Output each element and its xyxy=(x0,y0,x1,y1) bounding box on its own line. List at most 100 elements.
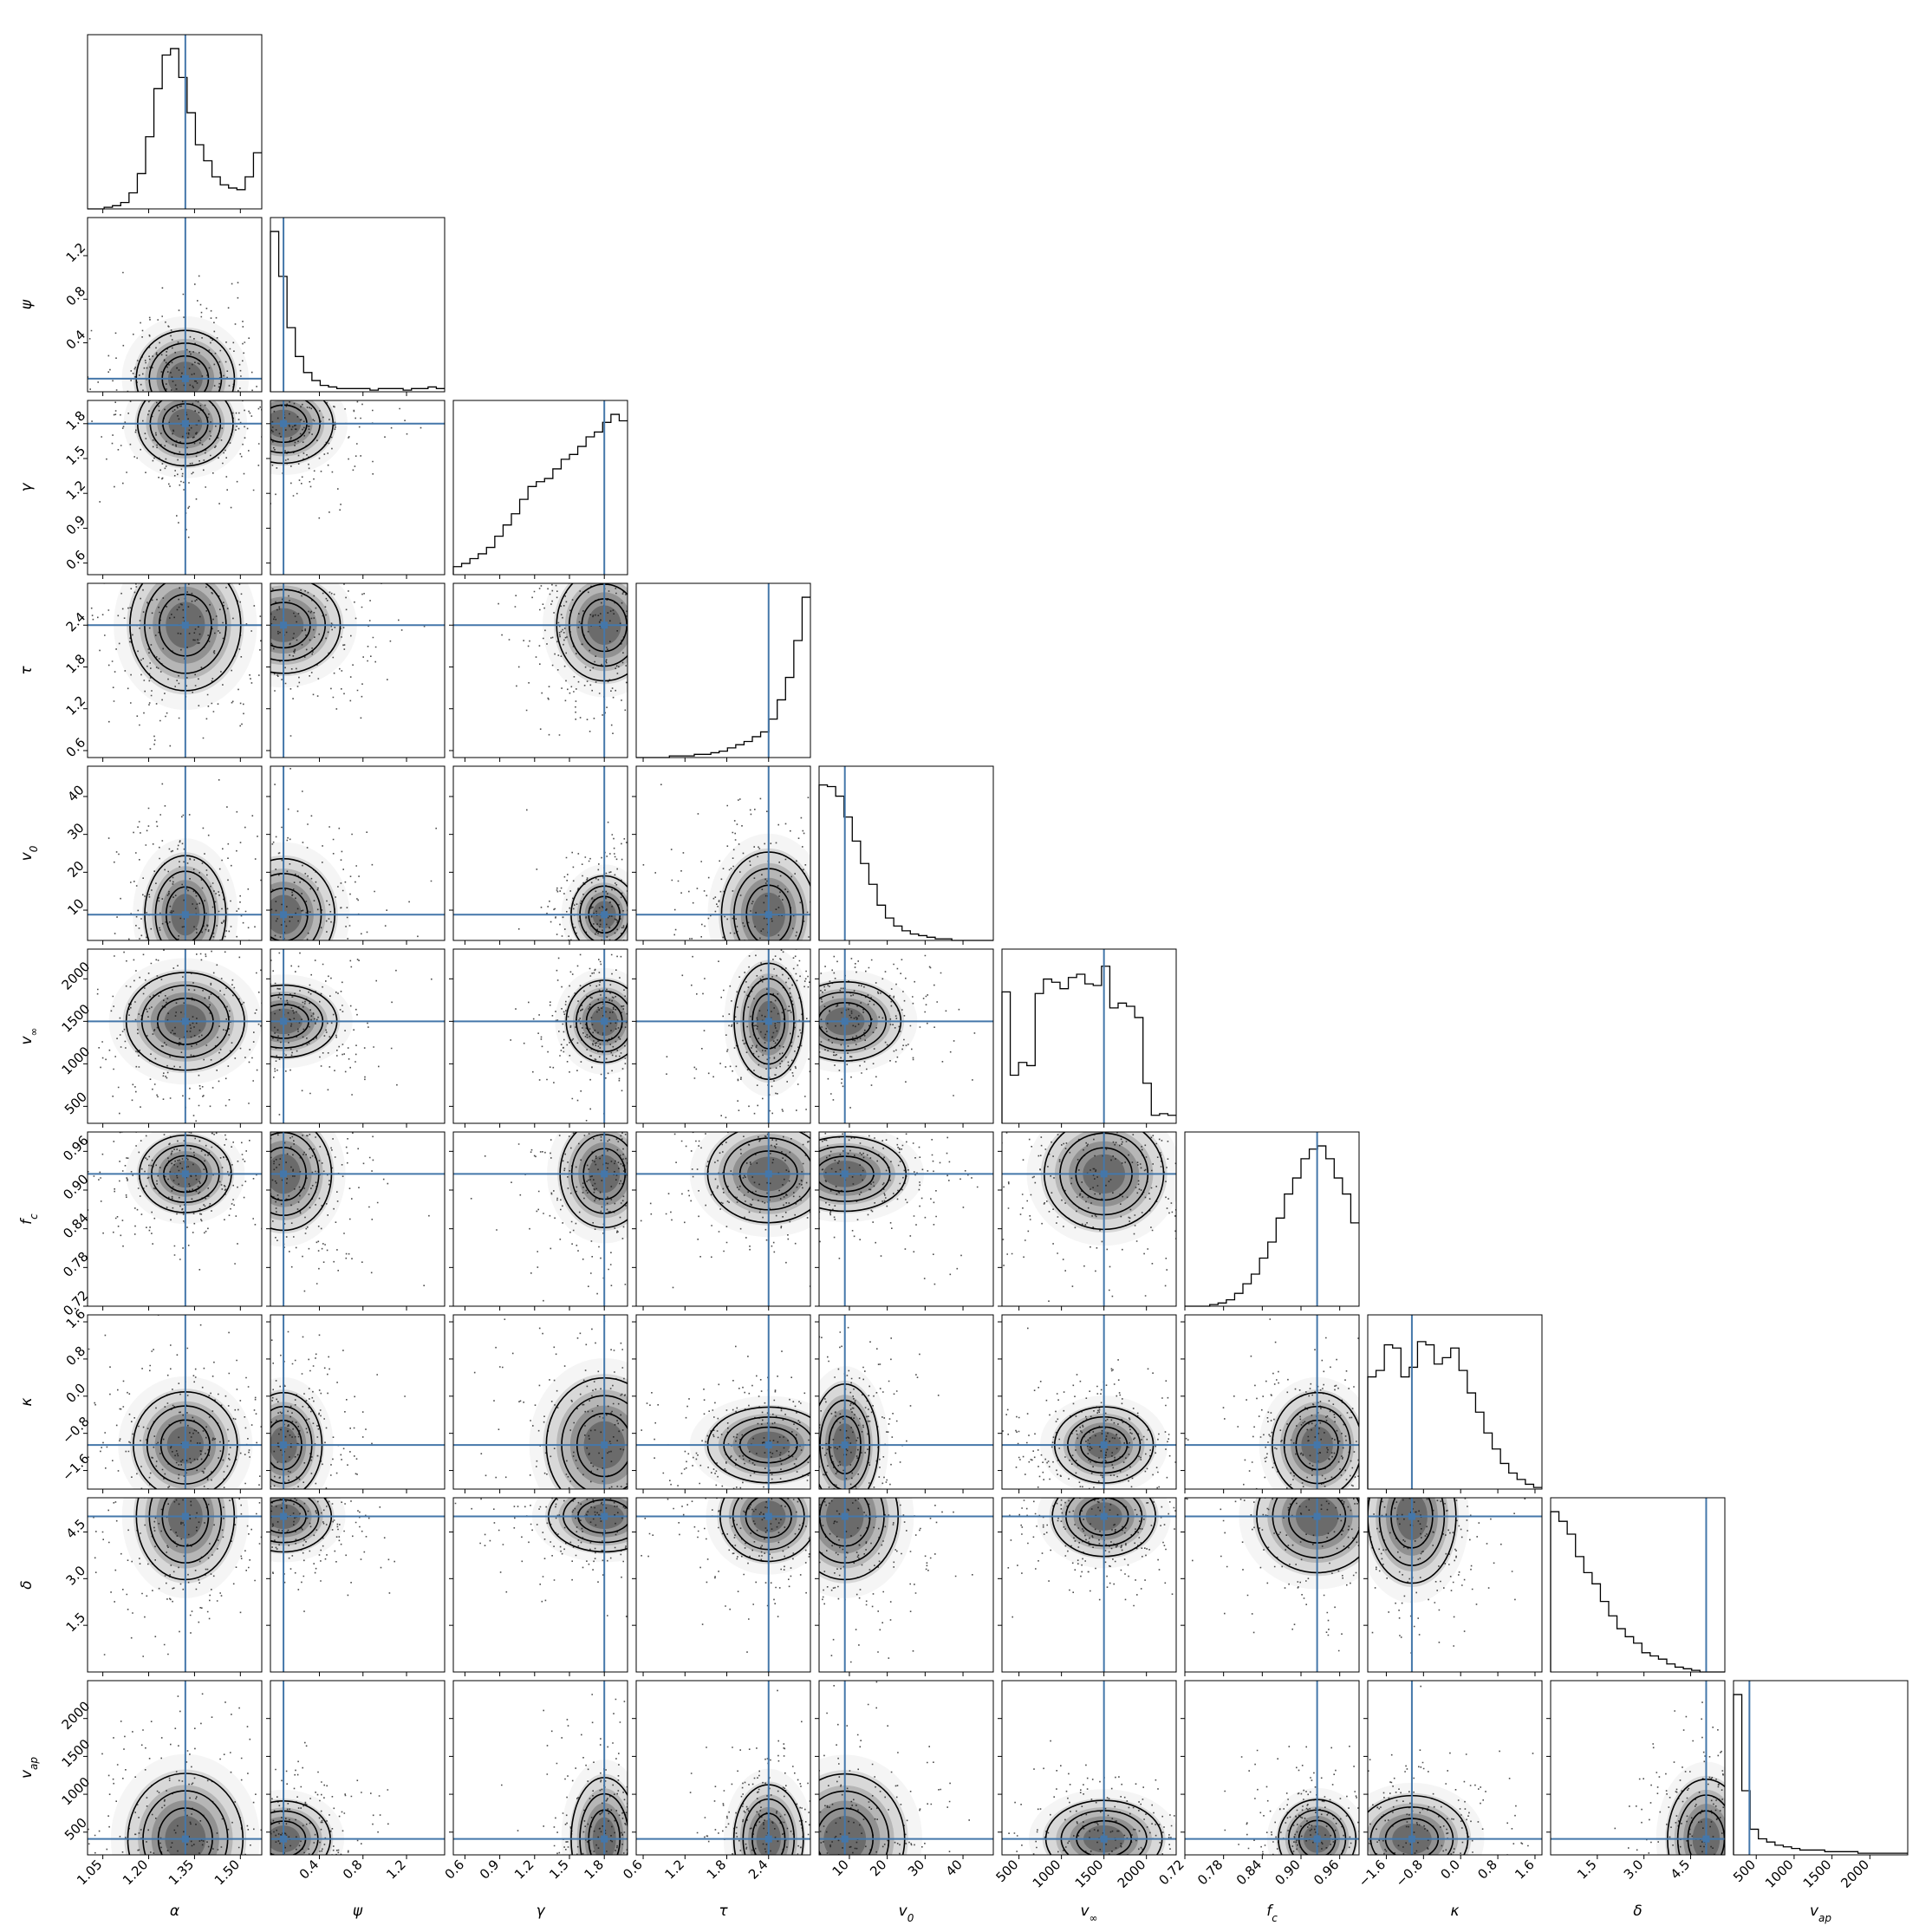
panel-frame xyxy=(1550,1680,1726,1856)
y-axis-label-symbol: τ xyxy=(18,666,36,675)
truth-marker xyxy=(181,1835,189,1843)
histogram-background xyxy=(1185,1132,1359,1306)
histogram-frame xyxy=(1733,1680,1909,1856)
histogram-step-line xyxy=(1001,966,1176,1123)
x-ticks-2-0 xyxy=(102,575,241,579)
scatter-points xyxy=(510,953,628,1122)
x-tick-label: −1.6 xyxy=(1356,1857,1389,1890)
x-axis-label-symbol: α xyxy=(170,1903,179,1920)
y-axis-label: vap xyxy=(18,1757,40,1779)
scatter-panel-5-1 xyxy=(270,948,446,1124)
x-ticks-7-5 xyxy=(1018,1489,1148,1493)
truth-marker xyxy=(280,1441,288,1449)
y-axis-label-symbol: v xyxy=(18,1769,36,1779)
y-tick-label: 1.5 xyxy=(63,443,89,469)
y-ticks-7-5 xyxy=(998,1321,1002,1472)
x-ticks-2-2 xyxy=(464,575,605,579)
truth-marker xyxy=(841,1018,849,1025)
y-axis-label: δ xyxy=(18,1580,36,1589)
truth-marker xyxy=(601,621,608,629)
x-axis-label: τ xyxy=(719,1903,728,1920)
panel-frame xyxy=(270,765,446,941)
panel-frame xyxy=(635,1314,811,1490)
scatter-panel-4-0 xyxy=(87,765,263,941)
x-ticks-8-0 xyxy=(102,1672,241,1676)
x-tick-label: 0.8 xyxy=(1474,1857,1500,1883)
y-ticks-3-0 xyxy=(83,624,88,751)
x-axis-label-symbol: κ xyxy=(1450,1903,1459,1920)
histogram-background xyxy=(636,583,810,758)
scatter-panel-6-1 xyxy=(270,1131,446,1307)
panel-frame xyxy=(635,948,811,1124)
x-ticks-8-7 xyxy=(1385,1672,1536,1676)
panel-viewport xyxy=(453,583,628,758)
x-ticks-0-0 xyxy=(102,209,241,213)
panel-frame xyxy=(452,1497,628,1673)
truth-marker xyxy=(601,1018,608,1025)
truth-marker xyxy=(280,621,288,629)
scatter-panel-8-5 xyxy=(1001,1497,1177,1673)
x-ticks-6-0 xyxy=(102,1306,241,1311)
x-ticks-4-1 xyxy=(319,940,407,945)
truth-marker xyxy=(1313,1441,1321,1449)
x-ticks-3-1 xyxy=(319,758,407,762)
x-tick-label: 1.2 xyxy=(511,1857,537,1883)
histogram-panel-8 xyxy=(1550,1497,1726,1673)
panel-viewport xyxy=(1002,1498,1176,1672)
y-ticks-5-0 xyxy=(83,978,88,1107)
panel-viewport xyxy=(270,400,445,575)
y-ticks-8-6 xyxy=(1181,1531,1185,1626)
panel-frame xyxy=(87,948,263,1124)
scatter-panel-8-6 xyxy=(1184,1497,1360,1673)
x-tick-label: 0.90 xyxy=(1272,1857,1303,1888)
panel-frame xyxy=(1184,1497,1360,1673)
x-ticks-8-4 xyxy=(849,1672,964,1676)
x-ticks-7-3 xyxy=(642,1489,770,1493)
x-axis-label-symbol: v xyxy=(899,1903,908,1920)
histogram-panel-1 xyxy=(270,217,446,393)
panel-frame xyxy=(87,1680,263,1856)
scatter-panel-3-1 xyxy=(270,582,446,758)
histogram-panel-7 xyxy=(1367,1314,1543,1490)
panel-viewport xyxy=(270,1498,445,1672)
y-ticks-5-4 xyxy=(815,978,819,1107)
scatter-panel-6-2 xyxy=(452,1131,628,1307)
panel-frame xyxy=(1001,1680,1177,1856)
y-ticks-4-1 xyxy=(266,796,270,911)
scatter-panel-2-0 xyxy=(87,400,263,576)
truth-marker xyxy=(841,1170,849,1178)
panel-viewport xyxy=(88,949,262,1123)
y-ticks-3-2 xyxy=(449,624,453,751)
x-axis-label: δ xyxy=(1633,1903,1642,1920)
x-ticks-7-4 xyxy=(849,1489,964,1493)
x-tick-label: 1000 xyxy=(1030,1857,1064,1891)
scatter-panel-7-3 xyxy=(635,1314,811,1490)
panel-frame xyxy=(635,1497,811,1673)
panel-viewport xyxy=(1551,1681,1725,1855)
scatter-panel-9-4 xyxy=(818,1680,994,1856)
x-axis-label-symbol: γ xyxy=(536,1903,545,1920)
y-tick-label: 0.90 xyxy=(60,1171,91,1202)
y-ticks-2-0 xyxy=(83,423,88,564)
y-ticks-6-0 xyxy=(83,1150,88,1307)
x-tick-label: 2000 xyxy=(1115,1857,1149,1891)
x-axis-label: γ xyxy=(536,1903,545,1920)
x-ticks-9-3 xyxy=(642,1855,770,1859)
y-ticks-9-5 xyxy=(998,1718,1002,1833)
y-axis-label-symbol: v xyxy=(18,1036,36,1045)
x-tick-label: 1.8 xyxy=(704,1857,730,1883)
scatter-panel-3-0 xyxy=(87,582,263,758)
x-ticks-5-0 xyxy=(102,1123,241,1128)
x-tick-label: 1000 xyxy=(1762,1857,1797,1891)
panel-frame xyxy=(1001,1314,1177,1490)
histogram-panel-9 xyxy=(1733,1680,1909,1856)
panel-frame xyxy=(87,582,263,758)
histogram-background xyxy=(1002,949,1176,1123)
y-axis-label-symbol: κ xyxy=(18,1397,36,1406)
panel-frame xyxy=(818,1680,994,1856)
truth-marker xyxy=(1100,1835,1108,1843)
panel-viewport xyxy=(1185,1498,1359,1672)
panel-frame xyxy=(1184,1680,1360,1856)
scatter-panel-9-5 xyxy=(1001,1680,1177,1856)
